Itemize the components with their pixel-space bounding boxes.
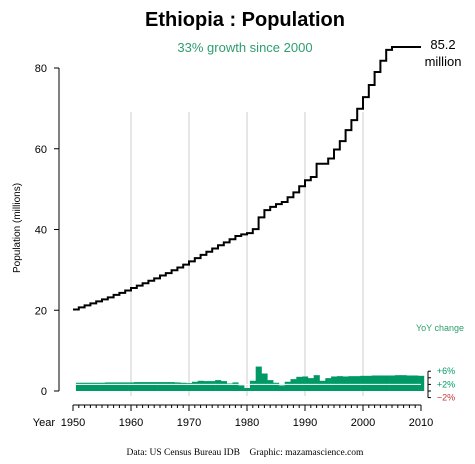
- yoy-bar: [412, 375, 419, 391]
- x-tick-label: 1970: [177, 417, 201, 429]
- yoy-bar: [342, 376, 349, 391]
- yoy-bar: [400, 375, 407, 391]
- yoy-bar: [255, 366, 262, 391]
- yoy-bar: [151, 382, 158, 391]
- y-tick-label: 60: [35, 144, 47, 156]
- x-tick-label: 2000: [351, 417, 375, 429]
- yoy-bar: [302, 376, 309, 391]
- chart-subtitle: 33% growth since 2000: [177, 40, 312, 55]
- yoy-bar: [383, 375, 390, 391]
- yoy-bar: [371, 375, 378, 391]
- yoy-bar: [162, 382, 169, 391]
- x-tick-label: 1980: [235, 417, 259, 429]
- end-value-label: 85.2: [430, 37, 455, 52]
- yoy-bar: [348, 376, 355, 391]
- yoy-bar: [354, 376, 361, 391]
- yoy-bar: [116, 382, 123, 391]
- yoy-bar: [186, 383, 193, 391]
- yoy-bar: [418, 375, 425, 391]
- y-tick-label: 80: [35, 63, 47, 75]
- x-tick-label: 2010: [409, 417, 433, 429]
- yoy-bar: [209, 381, 216, 391]
- yoy-bar: [215, 380, 222, 391]
- yoy-bar: [238, 385, 245, 391]
- yoy-bar: [99, 382, 106, 391]
- yoy-bar: [273, 382, 280, 391]
- yoy-bar: [104, 382, 111, 391]
- yoy-bar: [93, 382, 100, 391]
- yoy-bar: [226, 383, 233, 391]
- yoy-bar: [75, 382, 82, 391]
- x-axis-prefix: Year: [33, 417, 56, 429]
- footer-credits: Data: US Census Bureau IDB Graphic: maza…: [127, 448, 365, 458]
- yoy-bar: [128, 382, 135, 391]
- yoy-bar: [278, 385, 285, 391]
- yoy-bar: [197, 380, 204, 391]
- yoy-bar: [133, 382, 140, 391]
- yoy-bar: [110, 382, 117, 391]
- yoy-bar: [336, 376, 343, 391]
- x-axis: 1950 1960 1970 1980 1990 2000 2010 Year: [33, 404, 433, 429]
- yoy-bar: [145, 382, 152, 391]
- yoy-bar: [232, 382, 239, 391]
- population-line-group: [73, 46, 421, 311]
- grid-lines: [130, 112, 364, 396]
- yoy-bar: [377, 375, 384, 391]
- yoy-bar: [87, 382, 94, 391]
- population-line: [73, 46, 421, 311]
- yoy-bar: [122, 382, 129, 391]
- yoy-panel-label: YoY change: [416, 323, 464, 333]
- chart-title: Ethiopia : Population: [145, 9, 345, 31]
- yoy-bar: [406, 375, 413, 391]
- yoy-bar: [261, 373, 268, 391]
- yoy-bar: [180, 382, 187, 391]
- yoy-bar: [290, 379, 297, 391]
- yoy-bar: [365, 375, 372, 391]
- yoy-bar: [319, 380, 326, 391]
- yoy-bar: [168, 382, 175, 391]
- yoy-axis: +6% +2% −2%: [427, 366, 455, 403]
- yoy-bar: [203, 381, 210, 391]
- yoy-bar: [394, 375, 401, 391]
- y-axis: 0 20 40 60 80: [35, 63, 60, 398]
- yoy-bar: [191, 381, 198, 391]
- yoy-bar: [331, 376, 338, 391]
- yoy-bar: [139, 382, 146, 391]
- yoy-bar: [249, 380, 256, 391]
- x-tick-label: 1950: [61, 417, 85, 429]
- yoy-bars: [75, 366, 425, 391]
- yoy-tick-label: −2%: [437, 393, 455, 403]
- y-tick-label: 20: [35, 305, 47, 317]
- x-tick-label: 1960: [119, 417, 143, 429]
- yoy-bar: [389, 375, 396, 391]
- end-unit-label: million: [425, 54, 462, 69]
- yoy-bar: [284, 381, 291, 391]
- yoy-bar: [157, 382, 164, 391]
- yoy-bar: [267, 380, 274, 391]
- y-tick-label: 40: [35, 225, 47, 237]
- yoy-bar: [313, 375, 320, 391]
- yoy-bar: [174, 382, 181, 391]
- yoy-bar: [360, 375, 367, 391]
- x-tick-label: 1990: [293, 417, 317, 429]
- yoy-bar: [220, 381, 227, 391]
- y-axis-label: Population (millions): [12, 183, 23, 273]
- yoy-bar: [81, 382, 88, 391]
- yoy-bar: [244, 388, 251, 391]
- y-tick-label: 0: [41, 386, 47, 398]
- yoy-tick-label: +2%: [437, 379, 455, 389]
- yoy-tick-label: +6%: [437, 366, 455, 376]
